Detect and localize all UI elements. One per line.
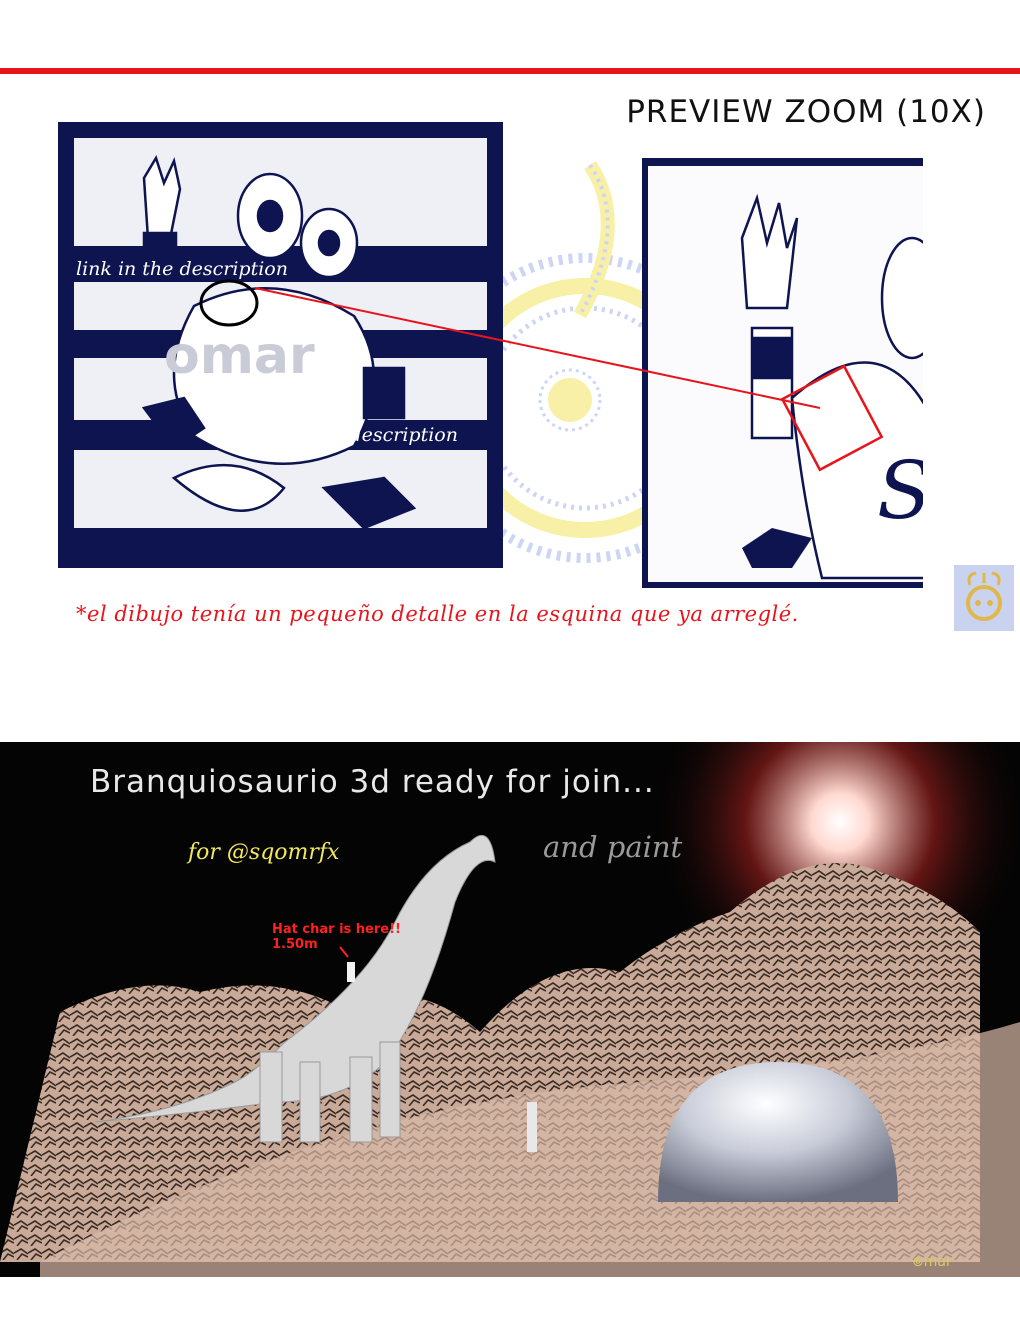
hat-note-line1: Hat char is here!! (272, 922, 401, 937)
zoom-panel: S (642, 158, 923, 588)
hat-note-line2: 1.50m (272, 937, 318, 952)
preview-panel: omar link in the description link in the… (58, 122, 503, 568)
dinosaur-scene: Branquiosaurio 3d ready for join... for … (0, 742, 1020, 1277)
cartoon-character: omar (141, 154, 417, 530)
scene-logo-icon: ⊚ (912, 1254, 924, 1270)
scene-for-label: for @sqomrfx (188, 840, 340, 865)
preview-artwork: omar link in the description link in the… (74, 138, 487, 552)
hat-char-note: Hat char is here!! 1.50m (272, 922, 401, 952)
fix-caption: *el dibujo tenía un pequeño detalle en l… (76, 602, 799, 626)
zoom-title: PREVIEW ZOOM (10X) (626, 94, 986, 130)
scene-title: Branquiosaurio 3d ready for join... (90, 764, 655, 800)
zoomed-artwork: S (642, 158, 923, 588)
omar-logo-icon (966, 571, 1002, 621)
scene-logo: ⊚mar (912, 1254, 952, 1270)
preview-link-label-2: link in the description (246, 424, 458, 446)
scene-logo-text: mar (923, 1254, 952, 1270)
preview-link-label-1: link in the description (76, 258, 288, 280)
omar-logo (954, 565, 1014, 631)
preview-watermark: omar (164, 326, 315, 386)
svg-text:S: S (877, 444, 923, 537)
scene-paint-label: and paint (543, 830, 683, 864)
scene-render (0, 742, 1020, 1277)
preview-band (74, 528, 487, 552)
top-red-rule (0, 68, 1020, 74)
